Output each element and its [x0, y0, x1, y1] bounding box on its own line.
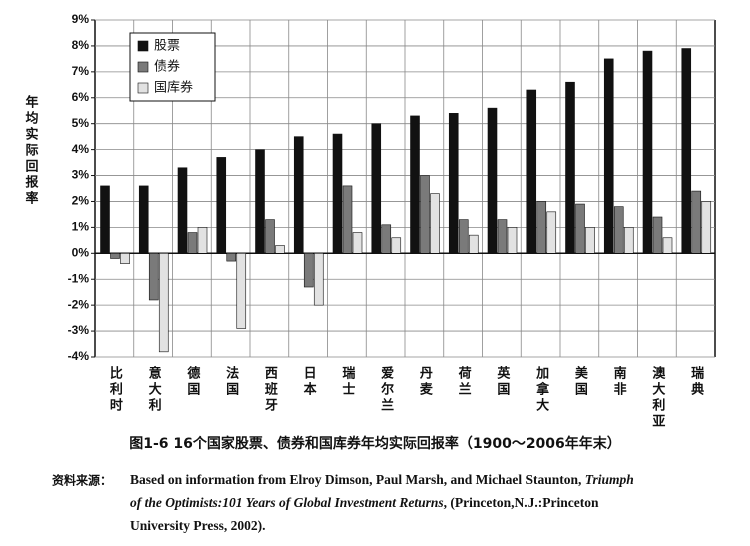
bar — [652, 216, 663, 254]
bar — [138, 185, 149, 254]
y-tick-label: 2% — [72, 194, 90, 208]
bar — [391, 237, 402, 254]
bar — [410, 115, 420, 254]
bar — [110, 253, 120, 259]
y-tick-label: 3% — [72, 168, 90, 182]
x-tick-label: 日本 — [301, 366, 317, 398]
x-tick-label: 爱尔兰 — [378, 365, 394, 414]
legend-label: 股票 — [154, 39, 180, 54]
bar — [507, 227, 518, 254]
y-tick-label: -2% — [68, 297, 90, 311]
x-tick-label: 南非 — [611, 365, 627, 398]
source-text: Based on information from Elroy Dimson, … — [130, 472, 585, 487]
y-tick-label: 4% — [72, 142, 90, 156]
bar — [458, 219, 469, 254]
x-tick-label: 美国 — [572, 365, 588, 398]
bar — [187, 232, 198, 254]
x-tick-label: 澳大利亚 — [649, 365, 665, 430]
legend-label: 国库券 — [154, 80, 193, 96]
x-tick-label: 意大利 — [146, 365, 162, 414]
bar — [226, 253, 237, 262]
y-tick-label: -3% — [68, 323, 90, 337]
bar — [293, 136, 304, 254]
x-tick-label: 荷兰 — [456, 365, 473, 398]
x-tick-label: 西班牙 — [262, 366, 278, 414]
bar — [430, 193, 440, 254]
y-tick-label: 0% — [72, 245, 90, 259]
bar — [342, 185, 353, 254]
bar — [197, 227, 208, 254]
y-tick-label: 1% — [72, 220, 90, 234]
bar — [158, 253, 169, 353]
bar — [448, 113, 459, 254]
y-tick-label: 6% — [72, 90, 90, 104]
bar — [681, 48, 692, 254]
bar — [613, 206, 624, 254]
bar — [468, 234, 479, 254]
bar — [526, 89, 537, 254]
source-line: Based on information from Elroy Dimson, … — [130, 472, 634, 487]
source-label: 资料来源： — [52, 473, 112, 488]
bar — [487, 107, 498, 254]
x-tick-label: 瑞典 — [688, 365, 704, 398]
y-tick-label: -1% — [68, 271, 90, 285]
y-axis-label: 年均实际回报率 — [23, 94, 39, 207]
bar — [332, 133, 343, 254]
legend-swatch — [137, 40, 149, 52]
bar — [148, 253, 159, 301]
legend-swatch — [137, 61, 149, 73]
bar — [642, 50, 653, 254]
bar — [100, 185, 110, 254]
x-tick-label: 丹麦 — [417, 366, 433, 398]
bar — [701, 201, 712, 254]
bar — [585, 227, 595, 254]
bar — [623, 227, 634, 254]
bar — [303, 253, 314, 288]
y-tick-label: 7% — [72, 64, 90, 78]
bar — [275, 245, 285, 254]
bar — [265, 219, 275, 254]
bar — [546, 211, 557, 254]
bar — [177, 167, 188, 254]
bar — [255, 149, 265, 254]
bar — [381, 224, 392, 254]
bar — [352, 232, 363, 254]
caption: 图1-6 16个国家股票、债券和国库券年均实际回报率（1900～2006年年末） — [129, 435, 621, 452]
bar — [236, 253, 247, 329]
bar — [497, 219, 508, 254]
source-line: of the Optimists:101 Years of Global Inv… — [130, 495, 599, 510]
bar — [120, 253, 130, 264]
bar — [575, 203, 585, 254]
bar — [313, 253, 324, 306]
x-tick-label: 德国 — [184, 365, 200, 398]
x-tick-label: 比利时 — [107, 365, 123, 414]
bar — [662, 237, 673, 254]
y-tick-label: -4% — [68, 349, 90, 363]
legend-swatch — [137, 82, 149, 94]
legend-label: 债券 — [154, 59, 180, 75]
source-text: , (Princeton,N.J.:Princeton — [444, 495, 599, 510]
source-text: Triumph — [585, 472, 634, 487]
y-tick-label: 8% — [72, 38, 90, 52]
source-text: University Press, 2002). — [130, 518, 265, 533]
y-tick-label: 5% — [72, 116, 90, 130]
x-tick-label: 瑞士 — [339, 365, 355, 398]
y-tick-label: 9% — [72, 12, 90, 26]
bar — [420, 175, 430, 254]
x-tick-label: 法国 — [223, 365, 239, 398]
source-line: University Press, 2002). — [130, 518, 265, 533]
bar — [691, 190, 702, 254]
bar — [216, 157, 227, 254]
bar — [371, 123, 382, 254]
bar — [565, 81, 575, 254]
bar — [536, 201, 547, 254]
bar — [603, 58, 614, 254]
x-tick-label: 英国 — [494, 365, 511, 398]
x-tick-label: 加拿大 — [533, 366, 550, 414]
source-text: of the Optimists:101 Years of Global Inv… — [130, 495, 444, 510]
